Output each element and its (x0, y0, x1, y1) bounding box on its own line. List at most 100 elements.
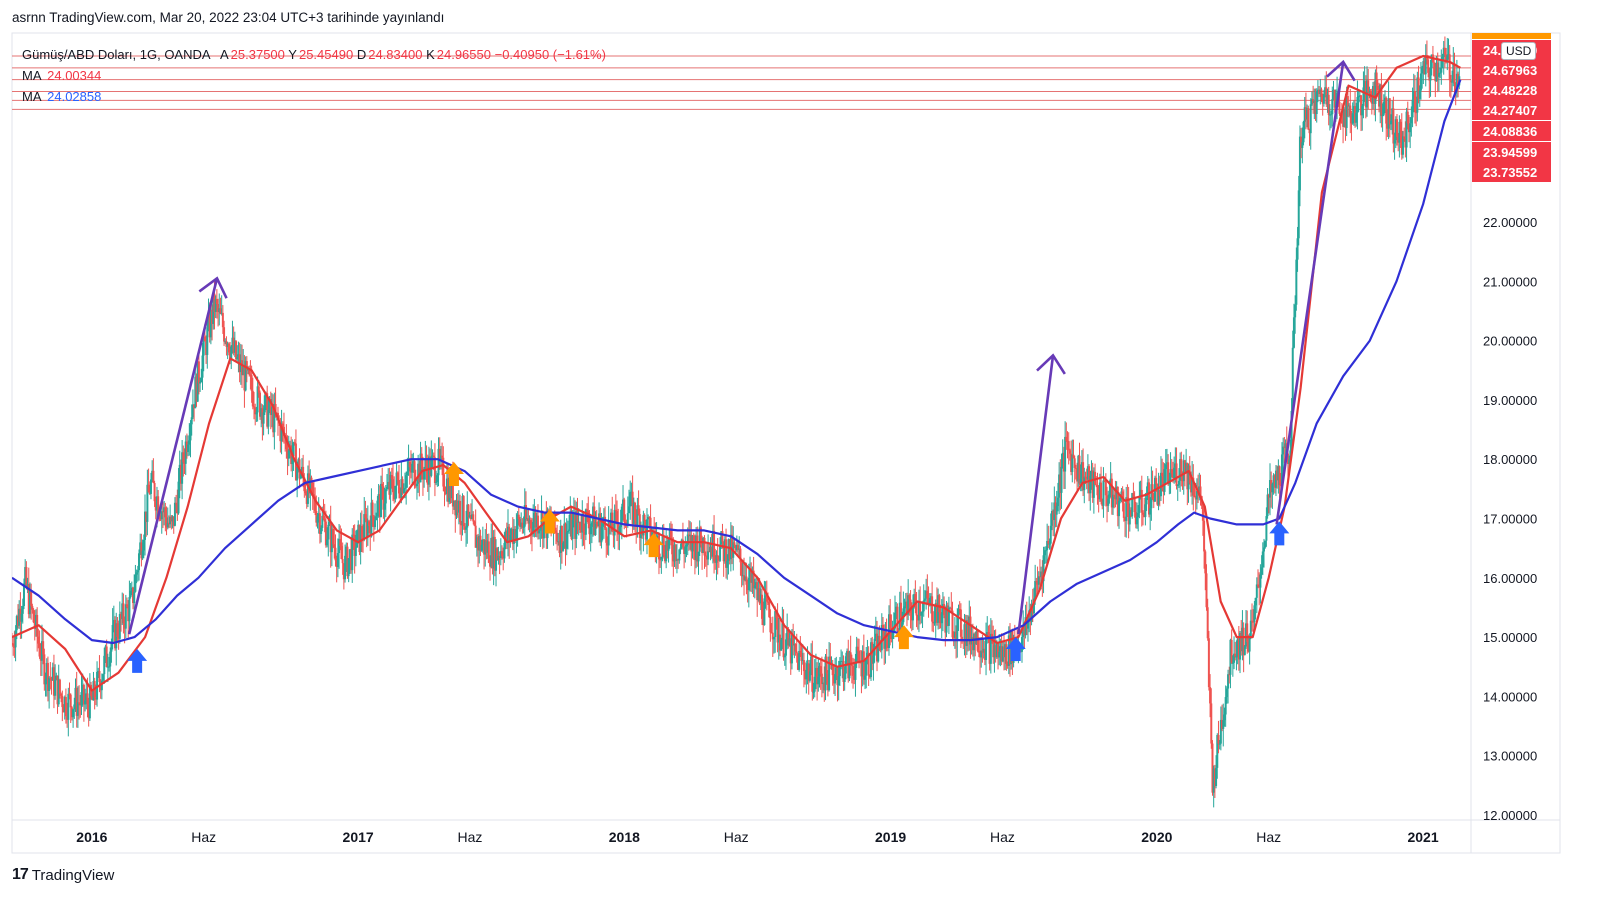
candle-body (1351, 113, 1354, 124)
candle-body (1229, 639, 1232, 675)
candle-body (1278, 466, 1281, 485)
candle-body (1204, 551, 1207, 574)
candle-body (1091, 470, 1094, 498)
orange-up-arrow-icon[interactable] (443, 462, 464, 487)
candle-body (997, 642, 1000, 658)
candle-body (21, 606, 24, 614)
candle-body (507, 526, 510, 543)
candle-body (339, 539, 342, 547)
orange-up-arrow-icon[interactable] (893, 625, 914, 650)
symbol-name[interactable]: Gümüş/ABD Doları, 1G, OANDA (22, 47, 210, 62)
candle-body (1048, 543, 1051, 545)
price-label-box[interactable] (1472, 162, 1551, 182)
price-label-box[interactable] (1472, 100, 1551, 120)
candle-body (472, 514, 475, 522)
candle-body (1024, 617, 1027, 636)
candle-body (1194, 496, 1197, 500)
candle-body (1128, 509, 1131, 525)
candle-body (804, 671, 807, 680)
blue-up-arrow-icon[interactable] (127, 648, 148, 673)
candle-body (102, 674, 105, 681)
legend-ma2-row[interactable]: MA 24.02858 (22, 86, 606, 107)
candle-body (462, 496, 465, 527)
trend-arrowhead[interactable] (1326, 59, 1356, 82)
candle-body (926, 590, 929, 599)
candle-body (1302, 121, 1305, 143)
candle-body (461, 496, 464, 526)
trend-arrowhead[interactable] (1036, 353, 1066, 375)
candle-body (1245, 623, 1248, 647)
candle-body (145, 511, 148, 522)
ohlc-high-label: Y (288, 47, 297, 62)
candle-body (154, 501, 157, 511)
candle-body (1286, 453, 1289, 464)
candle-body (1227, 674, 1230, 689)
candle-body (1360, 95, 1363, 116)
candle-body (925, 590, 928, 599)
candle-body (1133, 496, 1136, 513)
candle-body (340, 546, 343, 560)
price-tick-label: 21.00000 (1483, 274, 1537, 289)
candle-body (1086, 466, 1089, 480)
candle-body (241, 360, 244, 376)
candle-body (1228, 674, 1231, 676)
trend-arrowhead[interactable] (198, 276, 228, 299)
price-label-box[interactable] (1472, 121, 1551, 141)
candle-body (350, 549, 353, 571)
candle-body (359, 526, 362, 553)
trend-line[interactable] (1017, 355, 1055, 635)
ma-slow-line[interactable] (12, 79, 1462, 645)
price-label-box[interactable] (1472, 80, 1551, 100)
orange-up-arrow-icon[interactable] (643, 533, 664, 558)
candle-body (538, 530, 541, 534)
candle-body (28, 590, 31, 615)
price-label-box[interactable] (1472, 142, 1551, 162)
candle-body (1122, 503, 1125, 518)
candle-body (726, 560, 729, 568)
trend-line[interactable] (127, 278, 219, 635)
candle-body (20, 613, 23, 622)
candle-body (182, 452, 185, 463)
legend-ma1-row[interactable]: MA 24.00344 (22, 65, 606, 86)
candle-body (1421, 68, 1424, 74)
trend-line[interactable] (1275, 61, 1345, 525)
time-tick-label: Haz (457, 829, 482, 845)
footer-brand[interactable]: 17 TradingView (12, 866, 114, 884)
candle-body (1003, 646, 1006, 658)
candle-body (508, 526, 511, 542)
candle-body (224, 341, 227, 343)
orange-up-arrow-icon[interactable] (539, 509, 560, 534)
candle-body (949, 607, 952, 609)
candle-body (1234, 653, 1237, 657)
candle-body (1098, 482, 1101, 500)
price-tick-label: 19.00000 (1483, 393, 1537, 408)
candle-body (976, 631, 979, 651)
candle-body (480, 544, 483, 551)
time-tick-label: 2017 (343, 829, 374, 845)
blue-up-arrow-icon[interactable] (1005, 636, 1026, 661)
candle-body (807, 663, 810, 681)
candle-body (929, 596, 932, 598)
candle-body (614, 509, 617, 512)
candle-body (438, 448, 441, 460)
candle-body (315, 511, 318, 523)
ma-fast-line[interactable] (12, 54, 1461, 692)
candle-body (645, 519, 648, 540)
candle-body (703, 537, 706, 556)
candle-body (739, 548, 742, 563)
candle-body (1052, 511, 1055, 521)
candle-body (33, 622, 36, 629)
candle-body (84, 700, 87, 705)
candle-body (759, 594, 762, 604)
price-label-box[interactable] (1472, 60, 1551, 80)
blue-up-arrow-icon[interactable] (1269, 521, 1290, 546)
candle-body (512, 529, 515, 544)
candle-body (1043, 550, 1046, 556)
time-tick-label: Haz (1256, 829, 1281, 845)
currency-badge[interactable]: USD (1501, 42, 1537, 60)
candle-body (802, 660, 805, 672)
candle-body (1372, 86, 1375, 104)
candle-body (1296, 238, 1299, 260)
